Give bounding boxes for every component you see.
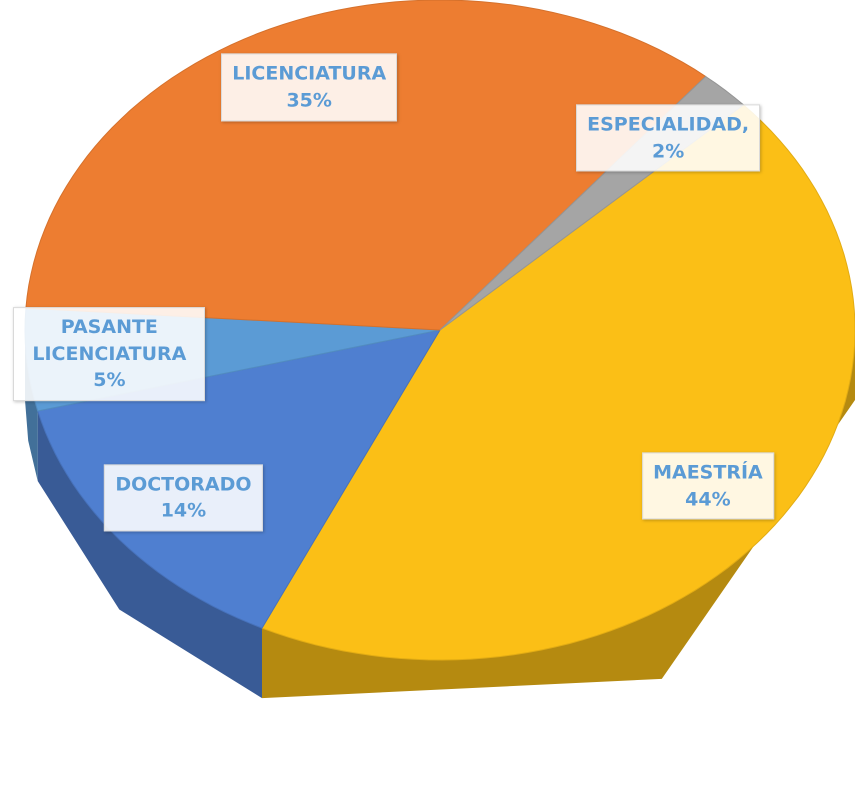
data-label: LICENCIATURA 35% [221,53,398,121]
data-label: MAESTRÍA 44% [642,452,774,520]
category-label: LICENCIATURA [232,62,387,85]
slice [25,0,707,331]
category-label: DOCTORADO [115,472,252,495]
slice-side [25,330,38,481]
value-label: 2% [651,140,685,163]
slice [261,104,855,661]
category-label: MAESTRÍA [653,461,763,484]
data-label: ESPECIALIDAD, 2% [576,104,761,172]
slice-side [37,411,263,699]
slice-side [262,330,855,699]
value-label: 44% [685,487,731,510]
data-label: DOCTORADO 14% [104,463,263,532]
category-label: ESPECIALIDAD, [587,113,750,136]
value-label: 35% [286,89,332,112]
value-label: 5% [93,369,126,392]
category-label: PASANTE LICENCIATURA [32,316,187,365]
value-label: 14% [160,499,207,522]
data-label: PASANTE LICENCIATURA 5% [13,307,206,401]
